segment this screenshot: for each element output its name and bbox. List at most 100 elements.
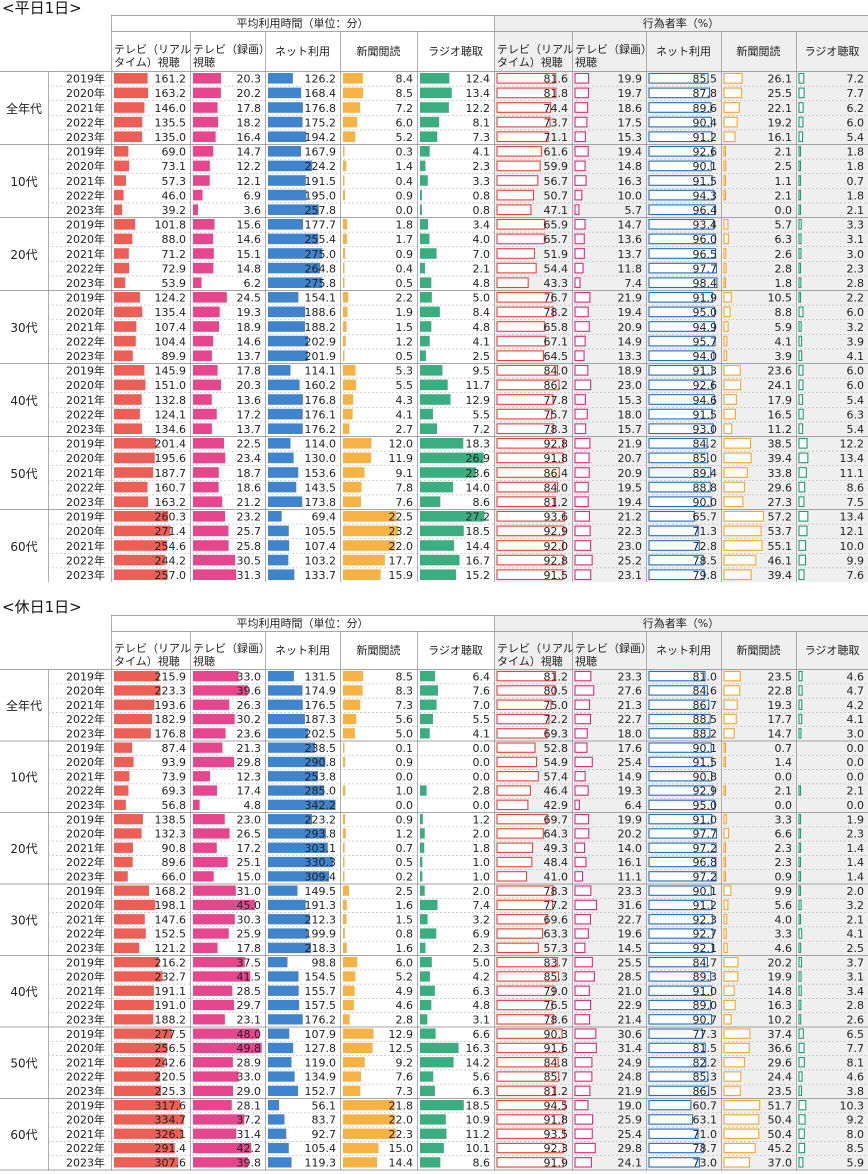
rate-bar-tv-rec xyxy=(574,510,590,522)
rate-bar-radio xyxy=(798,540,807,551)
rate-bar-news xyxy=(723,885,732,896)
time-value-radio: 5.6 xyxy=(473,1071,491,1084)
rate-bar-radio xyxy=(798,1071,803,1082)
time-value-news: 22.0 xyxy=(389,540,414,553)
rate-value-tv-rec: 5.7 xyxy=(625,204,643,217)
time-bar-tv-rec xyxy=(193,292,227,303)
time-value-net: 309.4 xyxy=(305,871,337,884)
time-bar-news xyxy=(343,899,347,911)
rate-value-net: 90.8 xyxy=(693,770,718,783)
rate-value-net: 84.6 xyxy=(693,685,718,698)
time-bar-tv-rec xyxy=(193,1128,237,1139)
time-value-tv-real: 89.6 xyxy=(162,856,187,869)
time-value-net: 191.3 xyxy=(305,899,337,912)
rate-bar-news xyxy=(723,496,744,508)
rate-value-news: 37.4 xyxy=(768,1028,793,1041)
time-value-tv-rec: 28.9 xyxy=(237,1056,262,1069)
time-value-tv-real: 193.6 xyxy=(155,699,187,712)
time-bar-tv-real xyxy=(114,408,140,420)
time-value-tv-rec: 29.7 xyxy=(237,999,262,1012)
rate-value-net: 91.0 xyxy=(693,985,718,998)
time-bar-tv-rec xyxy=(193,379,222,391)
rate-bar-radio xyxy=(798,321,802,332)
rate-value-net: 92.6 xyxy=(693,146,718,159)
time-value-tv-real: 182.9 xyxy=(155,713,187,726)
time-value-tv-rec: 42.2 xyxy=(237,1142,262,1155)
rate-bar-radio xyxy=(798,813,802,825)
rate-bar-tv-real xyxy=(496,525,565,537)
time-value-news: 8.4 xyxy=(396,73,414,86)
time-value-tv-rec: 14.7 xyxy=(237,146,262,159)
rate-value-tv-real: 75.7 xyxy=(544,408,569,421)
time-bar-tv-rec xyxy=(193,1014,225,1025)
rate-bar-net xyxy=(648,145,714,157)
rate-bar-radio xyxy=(798,204,802,216)
time-value-tv-real: 93.9 xyxy=(162,756,187,769)
time-bar-news xyxy=(343,699,361,710)
year-label: 2022年 xyxy=(66,115,105,129)
time-bar-net xyxy=(268,1128,287,1139)
time-value-news: 22.3 xyxy=(389,1128,414,1141)
rate-value-tv-real: 85.3 xyxy=(544,971,569,984)
time-value-tv-rec: 30.2 xyxy=(237,713,262,726)
rate-value-radio: 4.7 xyxy=(847,685,865,698)
time-bar-net xyxy=(268,971,299,982)
rate-value-radio: 3.2 xyxy=(847,321,865,334)
rate-value-tv-rec: 25.4 xyxy=(618,1128,643,1141)
rate-value-tv-rec: 23.0 xyxy=(618,540,643,553)
time-bar-net xyxy=(268,1042,294,1054)
year-label: 2020年 xyxy=(66,232,105,246)
time-value-tv-real: 216.2 xyxy=(155,956,187,969)
time-value-news: 22.5 xyxy=(389,511,414,524)
time-bar-tv-real xyxy=(114,1014,154,1025)
time-value-tv-real: 271.4 xyxy=(155,525,187,538)
rate-value-tv-real: 91.8 xyxy=(544,1114,569,1127)
holiday-table: 平均利用時間（単位：分） 行為者率（%） テレビ（リアルタイム）視聴 テレビ（録画）視… xyxy=(0,615,868,1172)
time-value-tv-real: 187.7 xyxy=(155,467,187,480)
rate-bar-news xyxy=(723,985,735,996)
rate-bar-tv-real xyxy=(496,102,552,113)
table-svg: 平均利用時間（単位：分） 行為者率（%）テレビ（リアルタイム）視聴テレビ（録画）視… xyxy=(0,15,868,582)
rate-bar-tv-rec xyxy=(574,160,586,172)
time-bar-tv-rec xyxy=(193,131,216,142)
time-bar-tv-rec xyxy=(193,438,225,449)
rate-value-tv-real: 52.8 xyxy=(544,742,569,755)
time-bar-radio xyxy=(420,116,440,128)
rate-value-radio: 6.0 xyxy=(847,365,865,378)
time-value-tv-real: 291.4 xyxy=(155,1142,187,1155)
time-value-net: 127.8 xyxy=(305,1042,337,1055)
rate-bar-tv-real xyxy=(496,813,548,825)
rate-value-radio: 13.4 xyxy=(840,452,865,465)
rate-bar-news xyxy=(723,116,738,128)
rate-value-tv-rec: 21.0 xyxy=(618,985,643,998)
time-value-news: 7.2 xyxy=(396,102,414,115)
rate-value-news: 3.3 xyxy=(775,928,793,941)
time-bar-news xyxy=(343,971,356,982)
rate-bar-news xyxy=(723,899,729,911)
time-bar-tv-real xyxy=(114,481,148,493)
rate-value-radio: 5.4 xyxy=(847,394,865,407)
rate-value-tv-real: 78.2 xyxy=(544,306,569,319)
time-value-tv-rec: 41.5 xyxy=(237,971,262,984)
rate-value-tv-rec: 11.1 xyxy=(618,871,643,884)
time-bar-news xyxy=(343,985,355,996)
rate-bar-news xyxy=(723,1042,750,1054)
time-value-radio: 6.3 xyxy=(473,1085,491,1098)
time-value-radio: 13.4 xyxy=(466,87,491,100)
rate-bar-tv-rec xyxy=(574,437,591,449)
rate-bar-net xyxy=(648,306,716,318)
time-bar-news xyxy=(343,511,397,522)
time-value-radio: 4.8 xyxy=(473,321,491,334)
time-bar-news xyxy=(343,248,346,259)
rate-bar-tv-real xyxy=(496,467,560,478)
rate-bar-radio xyxy=(798,999,802,1011)
year-label: 2020年 xyxy=(66,451,105,465)
time-bar-radio xyxy=(420,496,441,507)
time-value-tv-rec: 45.0 xyxy=(237,899,262,912)
time-bar-news xyxy=(343,189,346,201)
time-value-tv-real: 56.8 xyxy=(162,799,187,812)
time-value-tv-real: 87.4 xyxy=(162,742,187,755)
time-bar-tv-real xyxy=(114,885,150,896)
rate-bar-tv-real xyxy=(496,72,557,84)
time-bar-net xyxy=(268,233,319,245)
